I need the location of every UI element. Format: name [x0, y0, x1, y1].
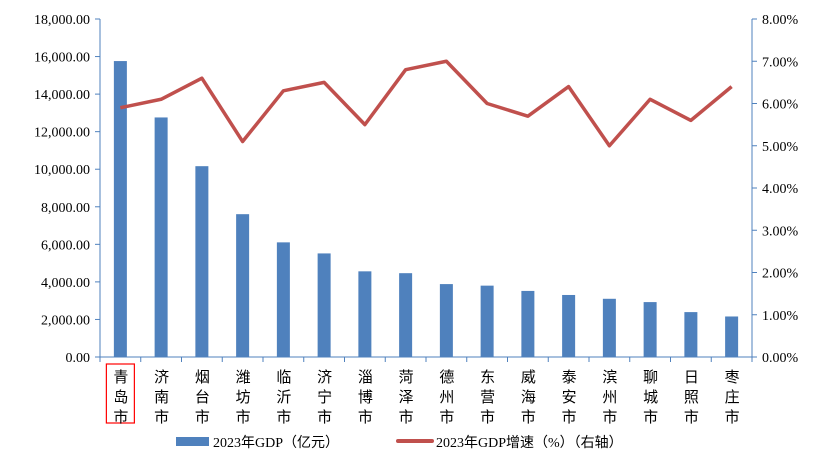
gdp-bar-10 [521, 290, 535, 357]
left-axis-tick-label: 10,000.00 [34, 163, 90, 178]
left-axis-tick-label: 14,000.00 [34, 88, 90, 103]
gdp-bar-13 [643, 302, 657, 357]
gdp-bar-14 [684, 312, 698, 357]
category-label: 济南市 [152, 369, 171, 429]
right-axis-tick-label: 7.00% [762, 55, 799, 70]
category-label: 威海市 [518, 369, 537, 429]
category-label: 德州市 [437, 369, 456, 429]
category-label: 滨州市 [600, 369, 619, 429]
left-axis-tick-label: 12,000.00 [34, 126, 90, 141]
highlighted-category-label: 青岛市 [111, 369, 130, 429]
right-axis-tick-label: 6.00% [762, 98, 799, 113]
gdp-bar-2 [195, 166, 209, 357]
gdp-bar-6 [358, 271, 372, 357]
legend-label-gdp: 2023年GDP（亿元） [213, 435, 339, 451]
category-label: 泰安市 [559, 369, 578, 429]
left-axis-tick-label: 16,000.00 [34, 51, 90, 66]
right-axis-tick-label: 5.00% [762, 140, 799, 155]
right-axis-tick-label: 2.00% [762, 267, 799, 282]
gdp-bar-1 [154, 117, 168, 357]
left-axis-tick-label: 2,000.00 [41, 313, 90, 328]
category-label: 临沂市 [274, 369, 293, 429]
gdp-bar-5 [317, 253, 331, 357]
category-label: 聊城市 [641, 369, 660, 429]
right-axis-tick-label: 8.00% [762, 13, 799, 28]
gdp-bar-0 [113, 61, 127, 357]
category-label: 烟台市 [192, 369, 211, 429]
gdp-bar-9 [480, 285, 494, 357]
right-axis-tick-label: 4.00% [762, 182, 799, 197]
gdp-bar-4 [276, 242, 290, 357]
category-label: 枣庄市 [722, 369, 741, 429]
category-label: 日照市 [681, 369, 700, 429]
highlight-box [105, 363, 135, 424]
category-label: 菏泽市 [396, 369, 415, 429]
left-axis-tick-label: 0.00 [66, 351, 91, 366]
category-label: 淄博市 [355, 369, 374, 429]
right-axis-tick-label: 3.00% [762, 224, 799, 239]
legend-swatch-gdp [176, 437, 209, 446]
left-axis-tick-label: 18,000.00 [34, 13, 90, 28]
category-label: 潍坊市 [233, 369, 252, 429]
category-label: 东营市 [478, 369, 497, 429]
gdp-bar-15 [725, 316, 739, 357]
gdp-bar-8 [439, 284, 453, 357]
gdp-bar-11 [562, 294, 576, 357]
left-axis-tick-label: 6,000.00 [41, 238, 90, 253]
left-axis-tick-label: 8,000.00 [41, 201, 90, 216]
legend-label-growth: 2023年GDP增速（%）（右轴） [436, 435, 623, 451]
right-axis-tick-label: 1.00% [762, 309, 799, 324]
right-axis-tick-label: 0.00% [762, 351, 799, 366]
gdp-bar-3 [236, 214, 250, 357]
growth-line [120, 59, 733, 148]
gdp-bar-7 [399, 273, 413, 357]
category-label: 济宁市 [315, 369, 334, 429]
left-axis-tick-label: 4,000.00 [41, 276, 90, 291]
gdp-bar-12 [602, 298, 616, 357]
